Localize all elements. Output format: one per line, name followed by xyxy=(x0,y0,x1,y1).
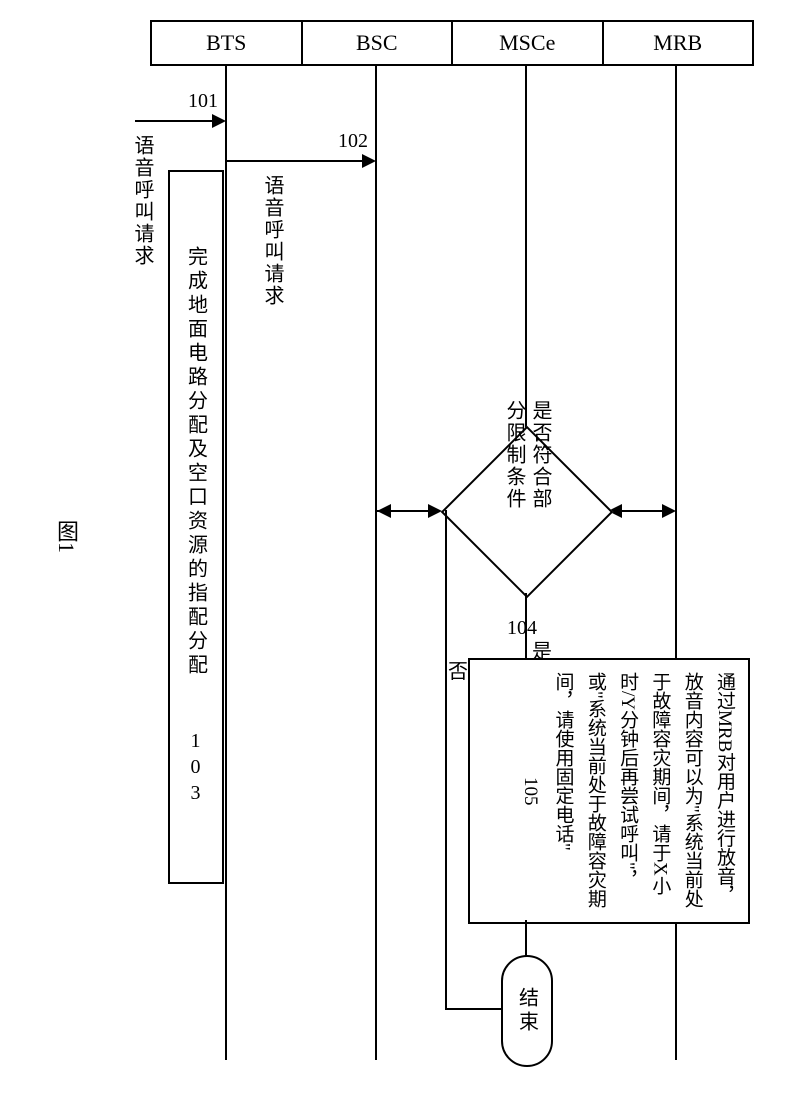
header-mrb: MRB xyxy=(604,22,753,64)
conn-box-end xyxy=(525,920,527,955)
header-msce: MSCe xyxy=(453,22,604,64)
num-102: 102 xyxy=(338,130,368,153)
lifeline-bsc xyxy=(375,64,377,1060)
process-text-103: 完成地面电路分配及空口资源的指配分配 103 xyxy=(172,231,221,823)
header-bts: BTS xyxy=(152,22,303,64)
decision-text-line2: 分限制条件 xyxy=(500,400,529,510)
terminator-end: 结束 xyxy=(501,955,553,1067)
process-box-103: 完成地面电路分配及空口资源的指配分配 103 xyxy=(168,170,224,884)
result-text-105: 通过MRB对用户进行放音，放音内容可以为"系统当前处于故障容灾期间，请于X小时/… xyxy=(506,660,748,922)
header-bsc: BSC xyxy=(303,22,454,64)
num-101: 101 xyxy=(188,90,218,113)
arrow-head-bsc-dec-l xyxy=(377,504,391,518)
arrow-head-msg2 xyxy=(362,154,376,168)
decision-text-line1: 是否符合部 xyxy=(526,400,555,510)
label-msg1: 语音呼叫请求 xyxy=(128,135,157,267)
arrow-head-msg1 xyxy=(212,114,226,128)
conn-no-v xyxy=(445,510,447,1008)
conn-no-h xyxy=(445,1008,501,1010)
conn-yes xyxy=(525,593,527,658)
terminator-text: 结束 xyxy=(513,987,542,1035)
arrow-msg1 xyxy=(135,120,213,122)
lifeline-bts xyxy=(225,64,227,1060)
figure-label: 图1 xyxy=(50,520,82,553)
arrow-head-dec-mrb-r xyxy=(662,504,676,518)
result-box-105: 通过MRB对用户进行放音，放音内容可以为"系统当前处于故障容灾期间，请于X小时/… xyxy=(468,658,750,924)
no-label: 否 xyxy=(448,655,468,684)
arrow-msg2 xyxy=(227,160,363,162)
sequence-diagram: BTS BSC MSCe MRB 101 语音呼叫请求 102 语音呼叫请求 完… xyxy=(20,20,780,1070)
header-row: BTS BSC MSCe MRB xyxy=(150,20,754,66)
label-msg2: 语音呼叫请求 xyxy=(258,175,287,307)
